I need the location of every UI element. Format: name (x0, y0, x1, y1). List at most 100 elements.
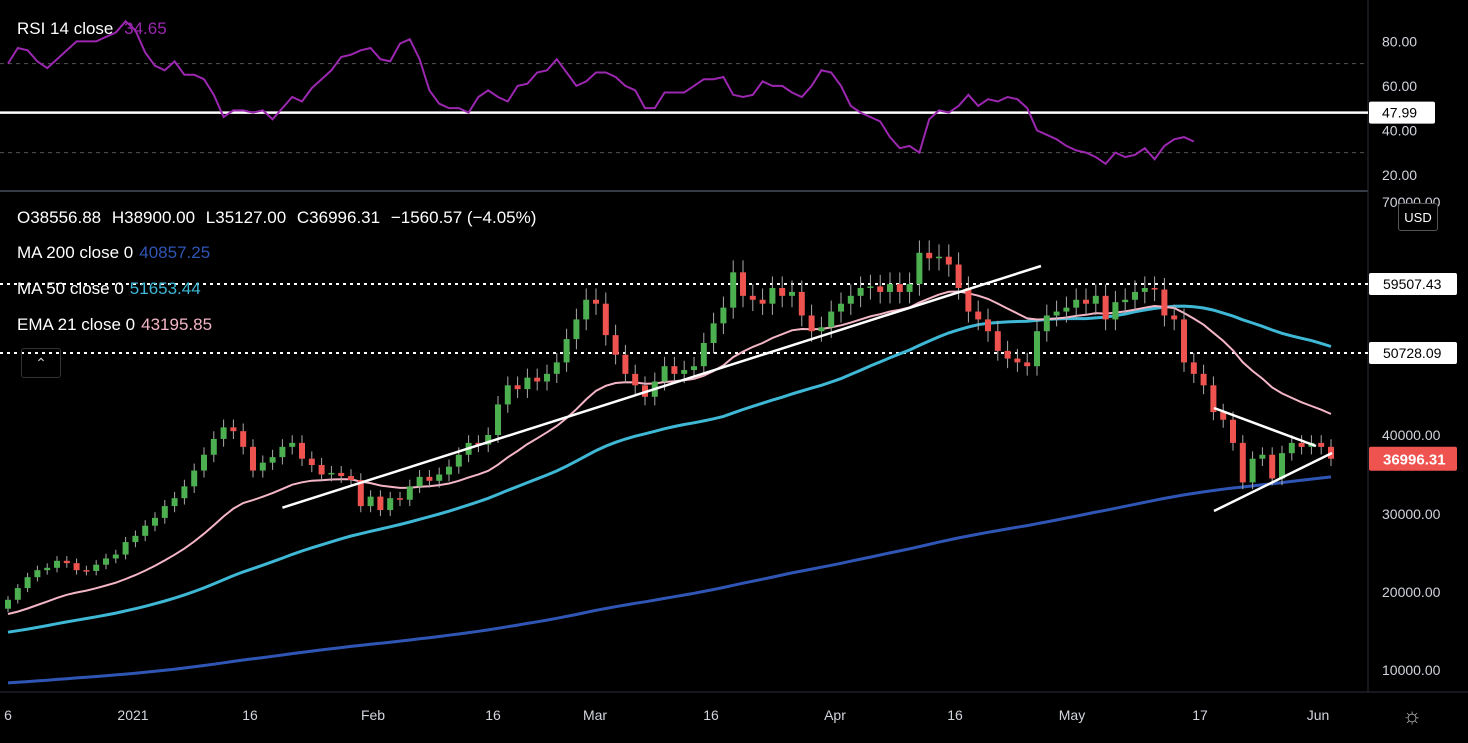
candle-body[interactable] (1161, 289, 1168, 316)
candle-body[interactable] (730, 272, 737, 308)
candle-body[interactable] (583, 299, 590, 320)
candle-body[interactable] (1034, 331, 1040, 367)
candle-body[interactable] (269, 457, 276, 463)
candle-body[interactable] (1220, 412, 1227, 420)
candle-body[interactable] (916, 252, 923, 285)
candle-body[interactable] (593, 299, 599, 304)
candle-body[interactable] (936, 256, 942, 259)
candle-body[interactable] (397, 498, 403, 500)
candle-body[interactable] (1200, 373, 1207, 386)
gear-icon[interactable]: ☼ (1402, 703, 1423, 728)
candle-body[interactable] (485, 435, 492, 445)
candle-body[interactable] (975, 311, 982, 320)
candle-body[interactable] (436, 474, 443, 481)
candle-body[interactable] (661, 366, 668, 382)
candle-body[interactable] (867, 286, 874, 288)
rsi-pane[interactable]: 80.00 60.00 40.00 20.00 47.99 (0, 19, 1435, 183)
candle-body[interactable] (142, 525, 149, 536)
candle-body[interactable] (632, 373, 639, 386)
candle-body[interactable] (103, 558, 109, 565)
rsi-legend[interactable]: RSI 14 close 34.65 (17, 19, 167, 39)
candle-body[interactable] (387, 498, 394, 511)
candle-body[interactable] (83, 570, 90, 572)
candle-body[interactable] (24, 577, 31, 589)
candle-body[interactable] (250, 446, 256, 471)
candle-body[interactable] (1053, 311, 1060, 316)
candle-body[interactable] (14, 588, 21, 600)
candle-body[interactable] (299, 442, 305, 459)
candle-body[interactable] (406, 486, 413, 500)
candle-body[interactable] (1249, 458, 1256, 483)
time-axis[interactable]: 6 2021 16 Feb 16 Mar 16 Apr 16 May 17 Jun (4, 707, 1329, 723)
candle-body[interactable] (446, 466, 452, 475)
candle-body[interactable] (524, 377, 531, 390)
candle-body[interactable] (877, 286, 884, 292)
candle-body[interactable] (1239, 442, 1246, 483)
candle-body[interactable] (779, 287, 786, 296)
candle-body[interactable] (573, 319, 580, 340)
candle-body[interactable] (289, 442, 296, 447)
candle-body[interactable] (475, 442, 482, 445)
candle-body[interactable] (426, 476, 433, 481)
candle-body[interactable] (1112, 302, 1119, 320)
triangle-upper-line[interactable] (1213, 406, 1317, 448)
candle-body[interactable] (73, 563, 80, 571)
candle-body[interactable] (759, 299, 766, 304)
candle-body[interactable] (671, 366, 678, 374)
candle-body[interactable] (691, 366, 697, 371)
candle-body[interactable] (563, 339, 570, 363)
candle-body[interactable] (847, 295, 854, 304)
candle-body[interactable] (5, 599, 11, 609)
candle-body[interactable] (622, 354, 629, 374)
candle-body[interactable] (828, 311, 835, 328)
candle-body[interactable] (230, 427, 237, 432)
candle-body[interactable] (1043, 315, 1050, 332)
candle-body[interactable] (132, 535, 139, 543)
candle-body[interactable] (700, 343, 707, 367)
candle-body[interactable] (1151, 287, 1158, 290)
candle-body[interactable] (1132, 291, 1138, 300)
candle-body[interactable] (985, 319, 991, 332)
candle-body[interactable] (377, 496, 384, 511)
candle-body[interactable] (504, 385, 511, 405)
candle-body[interactable] (455, 454, 462, 467)
candle-body[interactable] (818, 327, 825, 332)
candle-body[interactable] (838, 303, 844, 312)
candle-body[interactable] (612, 335, 619, 355)
candle-body[interactable] (348, 476, 354, 481)
candle-body[interactable] (1318, 442, 1325, 447)
candle-body[interactable] (1171, 315, 1178, 320)
candle-body[interactable] (1063, 307, 1070, 312)
candle-body[interactable] (171, 498, 178, 507)
candle-body[interactable] (1092, 295, 1099, 304)
currency-badge[interactable]: USD (1398, 203, 1438, 231)
candle-body[interactable] (749, 295, 756, 300)
candle-body[interactable] (1259, 454, 1266, 459)
candle-body[interactable] (1014, 358, 1021, 363)
candle-body[interactable] (240, 431, 247, 447)
indicator-legend-ma50[interactable]: MA 50 close 0 51653.44 (17, 279, 201, 299)
candle-body[interactable] (602, 303, 609, 336)
candle-body[interactable] (1181, 319, 1187, 363)
candle-body[interactable] (965, 287, 972, 312)
candle-body[interactable] (220, 427, 227, 439)
indicator-legend-ema21[interactable]: EMA 21 close 0 43195.85 (17, 315, 212, 335)
candle-body[interactable] (887, 284, 893, 292)
candle-body[interactable] (1269, 454, 1276, 479)
candle-body[interactable] (93, 564, 100, 571)
candle-body[interactable] (308, 458, 315, 466)
candle-body[interactable] (1210, 385, 1217, 413)
candle-body[interactable] (740, 272, 746, 296)
candle-body[interactable] (181, 486, 188, 499)
candle-body[interactable] (955, 264, 962, 288)
triangle-lower-line[interactable] (1213, 451, 1333, 513)
candle-body[interactable] (152, 517, 158, 526)
candle-body[interactable] (1083, 299, 1089, 304)
candle-body[interactable] (122, 542, 129, 555)
candle-body[interactable] (416, 476, 423, 487)
candle-body[interactable] (1288, 442, 1295, 454)
candle-body[interactable] (710, 323, 717, 344)
candle-body[interactable] (495, 404, 501, 435)
candle-body[interactable] (514, 385, 521, 390)
